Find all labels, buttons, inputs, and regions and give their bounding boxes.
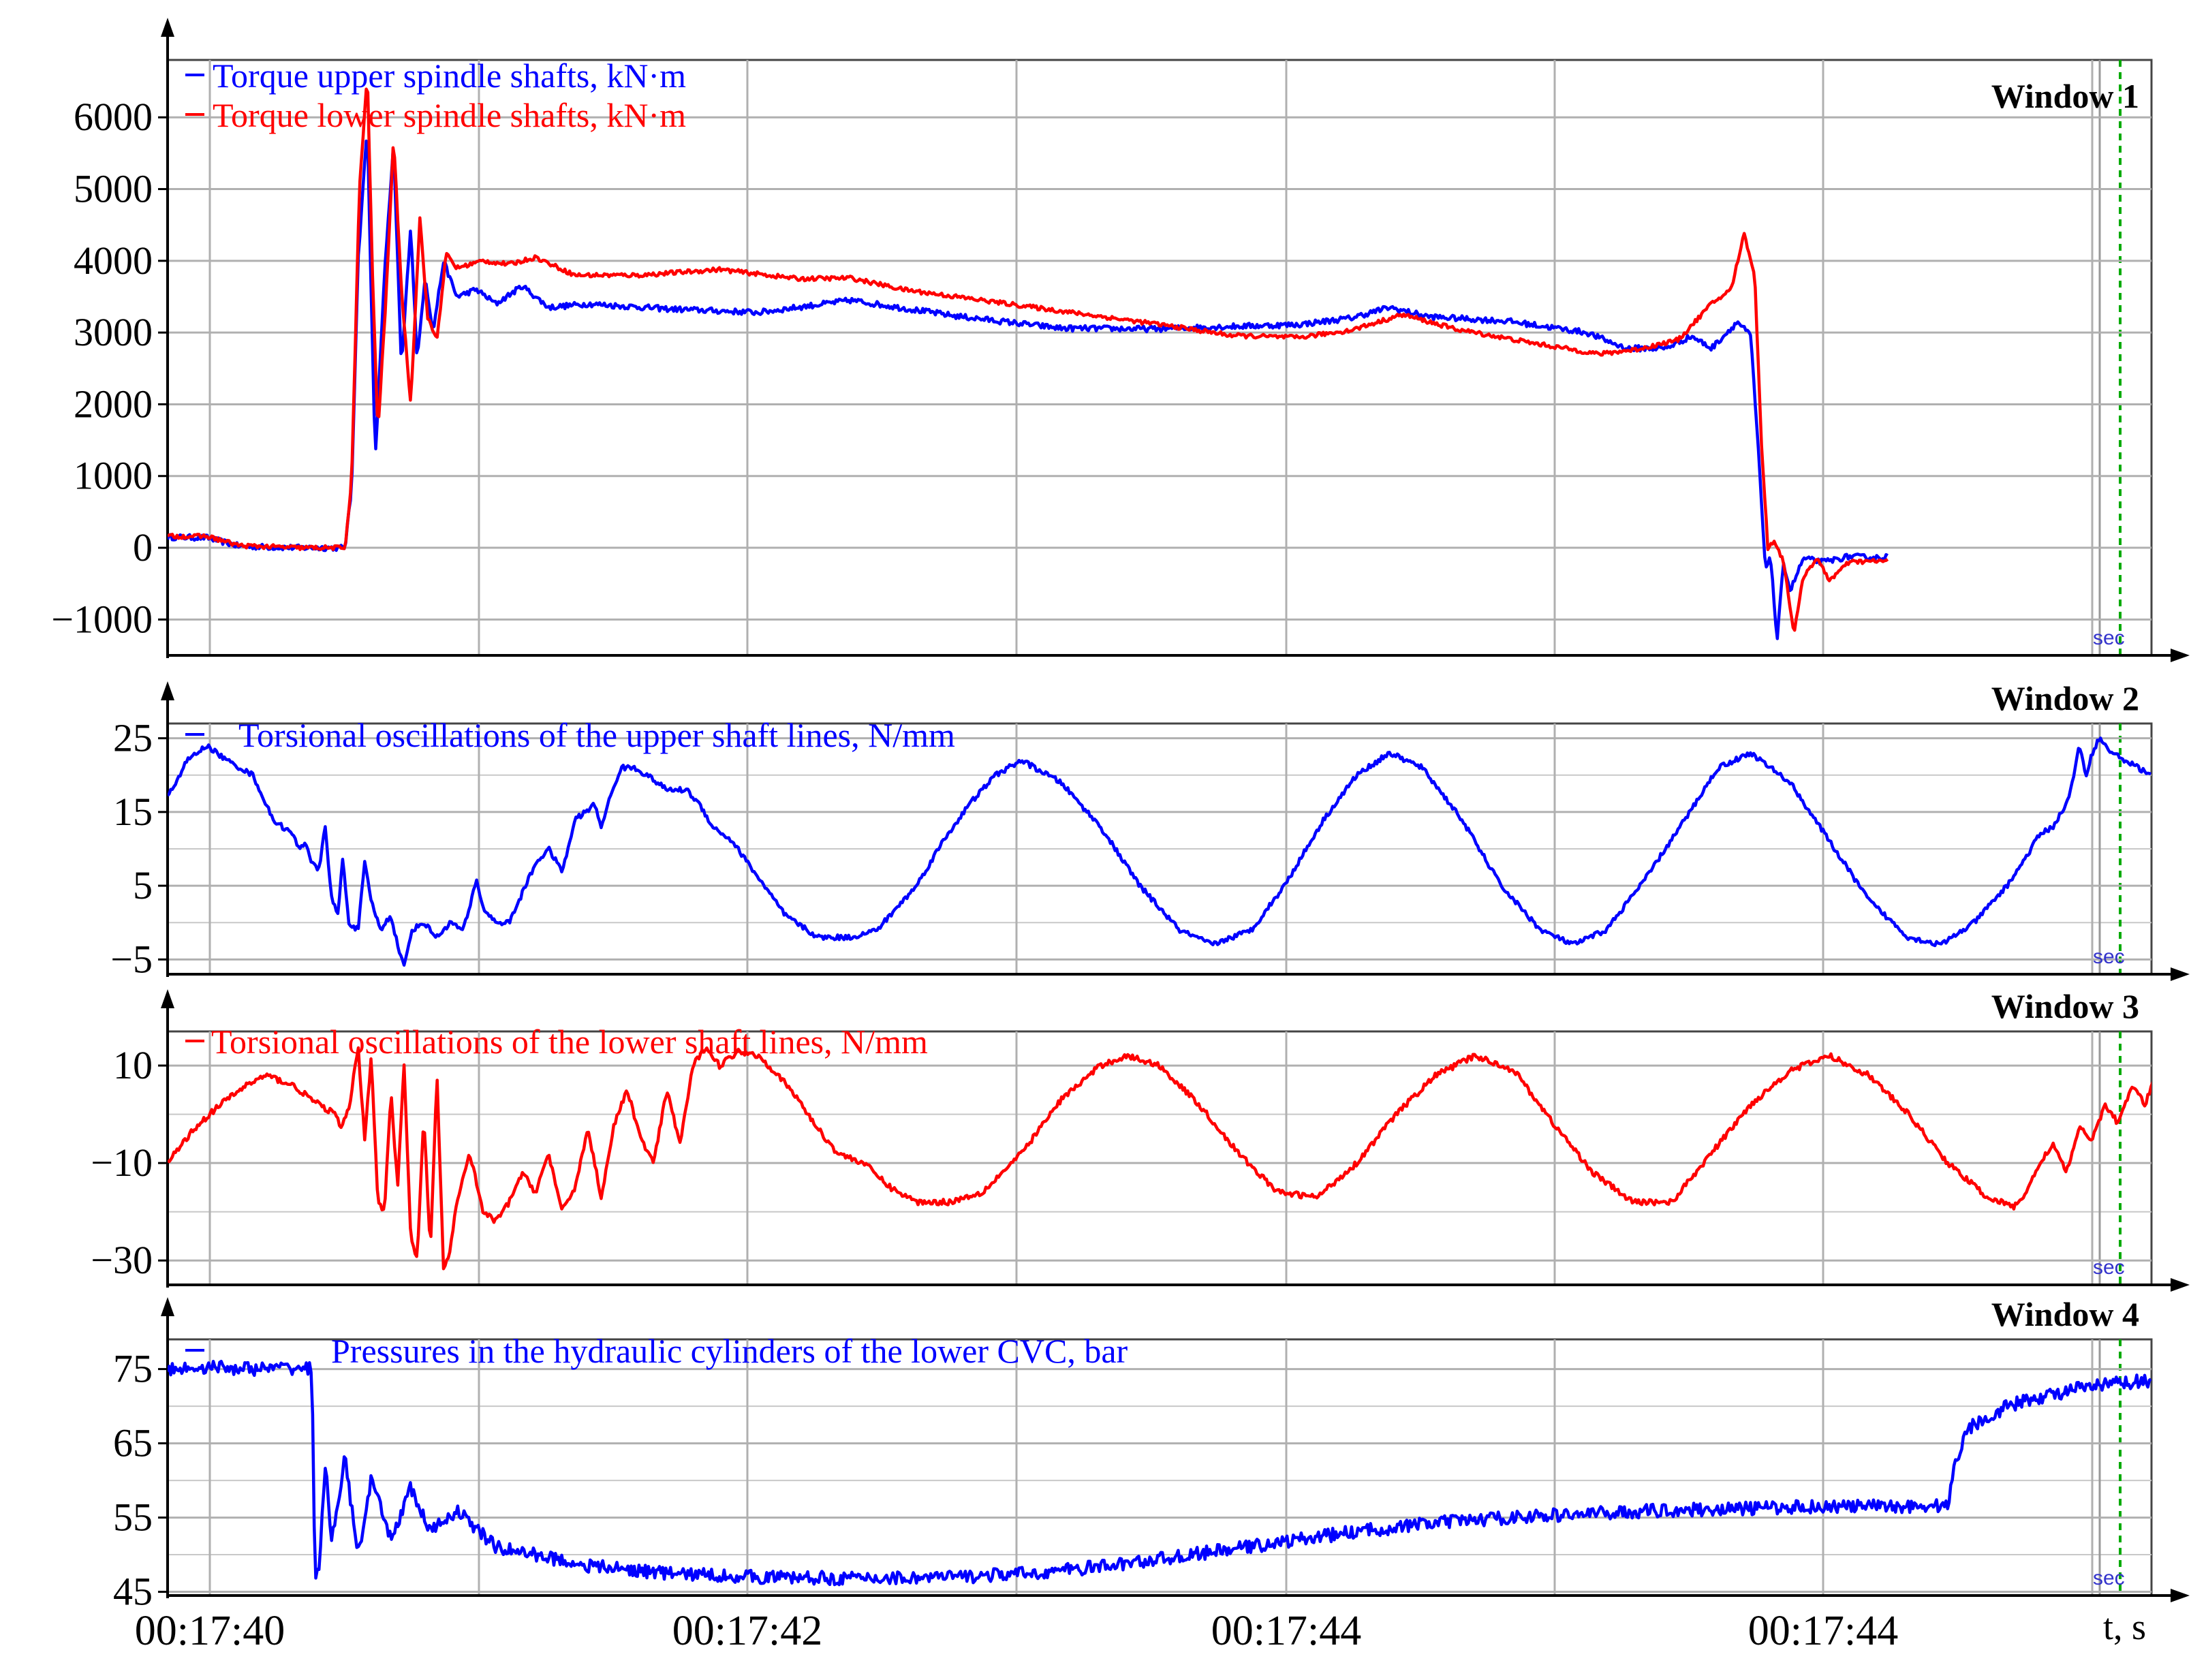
window-1-ytick-label: 3000 [74,310,153,354]
window-1-legend-label-1: Torque upper spindle shafts, kN·m [213,57,686,95]
window-4-title: Window 4 [1991,1295,2139,1333]
window-1-ytick-label: 6000 [74,95,153,139]
window-1-series-1-line [168,139,1889,640]
window-2-title: Window 2 [1991,679,2139,717]
window-4-sec-label: sec [2093,1567,2125,1589]
window-3-x-axis-arrow [2171,1278,2190,1292]
window-3-panel: −30 −10 10 Torsional oscillations of the lo… [91,987,2180,1288]
window-1-sec-label: sec [2093,627,2125,649]
window-1-ytick-label: 0 [133,525,153,570]
window-2-panel: −5 5 15 25 Torsional oscillations of the upp… [110,679,2180,981]
window-2-ytick-label: −5 [110,937,153,981]
window-3-ytick-label: 10 [113,1043,153,1087]
window-2-legend-label-1: Torsional oscillations of the upper shaf… [238,716,955,754]
x-tick-label: 00:17:44 [1748,1608,1898,1654]
window-3-ytick-label: −10 [91,1140,153,1185]
window-1-ytick-label: 4000 [74,238,153,283]
window-2-y-axis-arrow [161,681,174,700]
window-2-x-axis-arrow [2171,967,2190,981]
window-2-series-1-line [168,736,2151,967]
window-2-ytick-label: 25 [113,716,153,760]
window-1-series-2-line [168,87,1889,632]
window-1-legend-label-2: Torque lower spindle shafts, kN·m [213,96,686,134]
window-4-ytick-label: 55 [113,1495,153,1540]
window-1-ytick-label: 2000 [74,382,153,426]
window-3-y-axis-arrow [161,989,174,1008]
window-4-ytick-label: 75 [113,1347,153,1391]
window-3-sec-label: sec [2093,1256,2125,1279]
window-1-x-axis-arrow [2171,649,2190,662]
window-2-ytick-label: 15 [113,790,153,834]
window-1-frame [166,59,2153,657]
window-3-series-1-line [168,1046,2151,1271]
window-1-ytick-label: 1000 [74,454,153,498]
window-4-ytick-label: 65 [113,1421,153,1465]
window-3-ytick-label: −30 [91,1238,153,1282]
window-1-panel: −1000 0 1000 2000 3000 4000 5000 6000 Torque upp… [51,26,2180,658]
window-1-y-axis-arrow [161,18,174,37]
window-2-ytick-label: 5 [133,863,153,907]
window-2-sec-label: sec [2093,946,2125,968]
window-3-title: Window 3 [1991,987,2139,1025]
x-tick-label: 00:17:40 [135,1608,285,1654]
window-1-ytick-label: 5000 [74,167,153,211]
window-1-ytick-label: −1000 [51,597,153,641]
window-3-legend-label-1: Torsional oscillations of the lower shaf… [211,1023,928,1061]
window-4-y-axis-arrow [161,1297,174,1316]
x-axis-label: t, s [2103,1606,2146,1647]
window-4-panel: 45 55 65 75 Pressures in the hydraulic cylin… [113,1295,2180,1614]
window-4-series-1-line [168,1359,2151,1587]
window-4-legend-label-1: Pressures in the hydraulic cylinders of … [331,1332,1128,1370]
x-tick-label: 00:17:44 [1211,1608,1361,1654]
window-4-ytick-label: 45 [113,1570,153,1614]
x-tick-label: 00:17:42 [672,1608,822,1654]
window-1-title: Window 1 [1991,77,2139,115]
window-4-x-axis-arrow [2171,1589,2190,1602]
